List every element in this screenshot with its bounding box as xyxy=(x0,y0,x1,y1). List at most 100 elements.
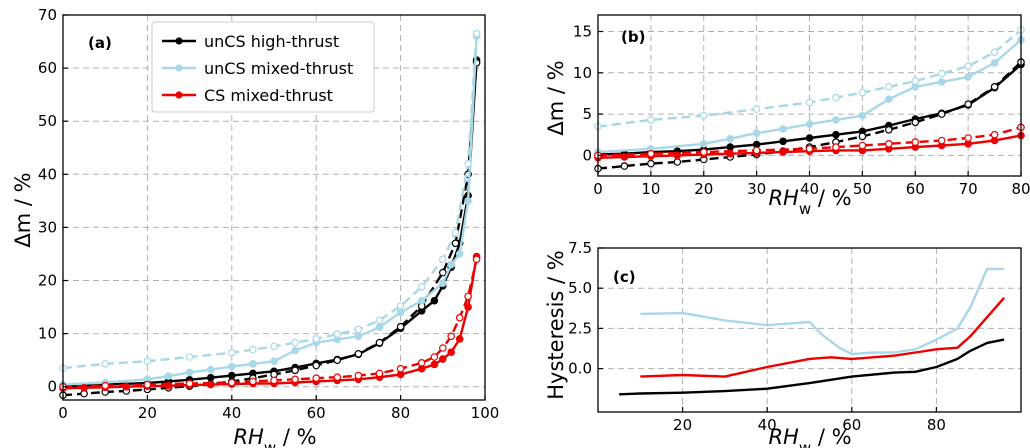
data-point xyxy=(937,136,946,145)
data-point xyxy=(354,371,363,380)
x-tick-label: 100 xyxy=(471,404,500,422)
x-tick-label: 80 xyxy=(391,404,410,422)
data-point xyxy=(101,381,110,390)
data-point xyxy=(699,140,708,148)
data-point xyxy=(354,325,363,334)
data-point xyxy=(464,159,472,168)
series-line-cs-mixed-thrust xyxy=(640,297,1006,378)
data-point xyxy=(291,366,299,375)
data-point xyxy=(884,126,893,134)
y-tick-label: 0 xyxy=(47,378,57,396)
data-point xyxy=(396,302,405,310)
data-point xyxy=(990,130,999,139)
data-point xyxy=(620,162,629,170)
panel-b: 0 10 20 30 40 50 60 70 80 0 5 10 15 (b) Δm / % RHw /… xyxy=(544,14,1030,218)
y-tick-label: 0.0 xyxy=(568,360,592,378)
data-point xyxy=(270,342,278,351)
data-point xyxy=(417,358,426,367)
panel-c-label: (c) xyxy=(613,268,636,286)
y-tick-label: 60 xyxy=(38,59,57,77)
data-point xyxy=(228,348,236,357)
data-point xyxy=(101,360,110,368)
data-point xyxy=(464,303,472,311)
data-point xyxy=(832,93,840,102)
data-point xyxy=(396,364,405,373)
data-point xyxy=(884,140,893,148)
data-point xyxy=(911,77,920,85)
data-point xyxy=(805,134,814,142)
panel-a-frame xyxy=(62,14,486,401)
data-point xyxy=(858,132,867,141)
data-point xyxy=(417,296,426,305)
data-point xyxy=(447,332,456,341)
data-point xyxy=(990,48,999,57)
data-point xyxy=(464,197,472,205)
data-point xyxy=(270,376,278,385)
panel-a-ylabel: Δm / % xyxy=(11,172,35,247)
y-tick-label: 10 xyxy=(573,64,592,82)
y-tick-label: 0 xyxy=(582,146,592,164)
data-point xyxy=(354,332,363,341)
series-line-uncs-mixed-thrust xyxy=(640,267,1005,356)
data-point xyxy=(964,73,972,81)
data-point xyxy=(375,338,384,347)
data-point xyxy=(832,116,840,124)
panel-a: 0 20 40 60 80 100 0 10 20 30 40 50 60 70 (a) Δm / % R… xyxy=(11,6,499,448)
panel-b-xlabel: RHw / % xyxy=(768,186,851,218)
x-tick-label: 40 xyxy=(758,416,777,434)
data-point xyxy=(937,69,946,78)
panel-c-xlabel: RHw / % xyxy=(768,425,851,448)
data-point xyxy=(647,116,655,124)
legend-box xyxy=(151,21,375,113)
data-point xyxy=(964,100,972,109)
x-tick-label: 0 xyxy=(593,180,603,198)
data-point xyxy=(805,120,814,128)
x-tick-label: 60 xyxy=(906,180,925,198)
data-point xyxy=(472,29,481,38)
data-point xyxy=(143,380,152,389)
x-tick-label: 20 xyxy=(694,180,713,198)
data-point xyxy=(438,355,447,363)
y-tick-label: 20 xyxy=(38,272,57,290)
y-tick-label: 7.5 xyxy=(568,239,592,257)
panel-b-ticks: 0 10 20 30 40 50 60 70 80 0 5 10 15 xyxy=(573,23,1030,198)
data-point xyxy=(858,141,867,150)
legend-entry-cs-mixed-thrust: CS mixed-thrust xyxy=(204,86,333,105)
y-tick-label: 30 xyxy=(38,218,57,236)
data-point xyxy=(333,373,342,382)
data-point xyxy=(438,344,447,352)
x-tick-label: 50 xyxy=(853,180,872,198)
data-point xyxy=(291,338,299,347)
data-point xyxy=(451,228,460,237)
panel-a-legend: unCS high-thrust unCS mixed-thrust CS mixe… xyxy=(151,21,375,113)
data-point xyxy=(455,250,464,258)
data-point xyxy=(396,322,405,331)
panel-b-label: (b) xyxy=(621,28,645,46)
x-tick-label: 40 xyxy=(800,180,819,198)
data-point xyxy=(375,369,384,378)
data-point xyxy=(464,292,472,301)
panel-a-label: (a) xyxy=(88,34,112,52)
x-tick-label: 60 xyxy=(307,404,326,422)
series-line-uncs-high-thrust-desorption xyxy=(62,62,478,397)
panel-a-xlabel: RHw / % xyxy=(233,425,316,448)
data-point xyxy=(270,357,278,366)
data-point xyxy=(832,143,840,151)
data-point xyxy=(375,323,384,332)
panel-b-ylabel: Δm / % xyxy=(544,60,568,135)
data-point xyxy=(858,111,867,120)
y-tick-label: 40 xyxy=(38,165,57,183)
y-tick-label: 15 xyxy=(573,23,592,41)
data-point xyxy=(206,373,215,382)
data-point xyxy=(430,296,439,305)
legend-swatch-marker xyxy=(175,64,183,72)
x-tick-label: 80 xyxy=(1011,180,1030,198)
data-point xyxy=(249,377,257,386)
data-point xyxy=(455,335,464,343)
panel-c-frame xyxy=(597,247,1022,413)
legend-entry-uncs-high-thrust: unCS high-thrust xyxy=(204,32,339,51)
data-point xyxy=(333,356,342,365)
legend-swatch-marker xyxy=(175,91,183,99)
data-point xyxy=(375,316,384,325)
x-tick-label: 40 xyxy=(222,404,241,422)
